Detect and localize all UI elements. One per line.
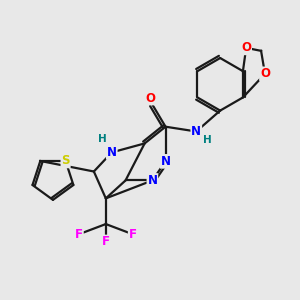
Text: N: N (147, 174, 158, 187)
Text: F: F (75, 228, 83, 241)
Text: S: S (61, 154, 70, 167)
Text: O: O (145, 92, 155, 104)
Text: O: O (241, 41, 251, 54)
Text: F: F (102, 236, 110, 248)
Text: F: F (129, 228, 137, 241)
Text: H: H (203, 135, 212, 146)
Text: N: N (160, 155, 170, 168)
Text: N: N (191, 125, 201, 138)
Text: O: O (260, 68, 270, 80)
Text: H: H (98, 134, 107, 144)
Text: N: N (107, 146, 117, 159)
